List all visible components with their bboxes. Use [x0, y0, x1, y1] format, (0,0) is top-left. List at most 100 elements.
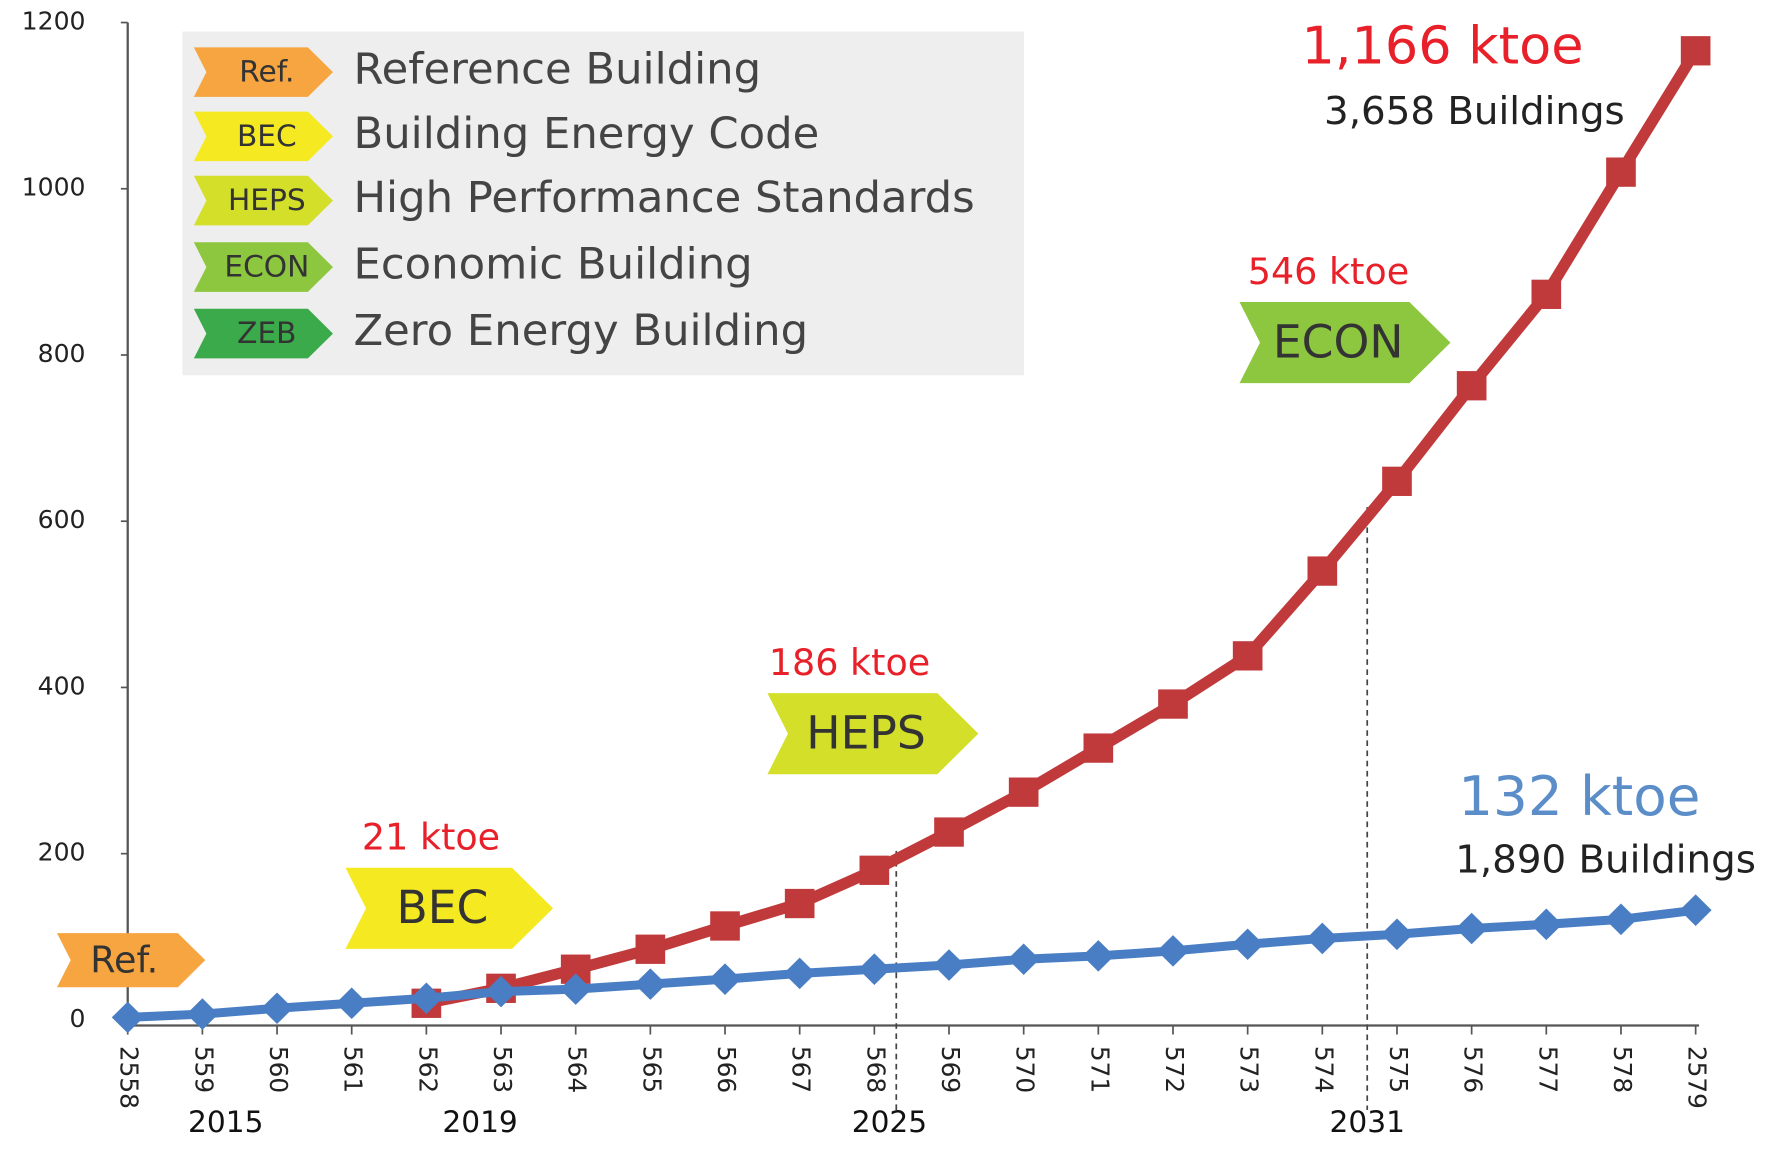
- marker: [1456, 371, 1487, 401]
- x-tick-label: 566: [712, 1046, 741, 1093]
- legend-badge-text: ECON: [224, 250, 309, 284]
- x-tick-label: 574: [1309, 1046, 1338, 1093]
- x-tick-label: 562: [413, 1046, 442, 1093]
- legend-badge: [193, 175, 333, 226]
- marker: [783, 957, 816, 990]
- marker: [1008, 777, 1039, 807]
- x-tick-label: 2558: [115, 1046, 144, 1109]
- x-tick-label: 560: [264, 1046, 293, 1093]
- marker: [784, 888, 815, 919]
- phase-badge-text: HEPS: [806, 707, 926, 760]
- marker: [410, 982, 443, 1015]
- marker: [1455, 912, 1488, 945]
- y-tick-label: 1000: [22, 173, 86, 202]
- marker: [934, 817, 964, 847]
- marker: [1606, 157, 1636, 187]
- annotation: 132 ktoe: [1458, 764, 1700, 828]
- x-tick-label: 567: [787, 1046, 816, 1093]
- marker: [859, 855, 890, 885]
- marker: [710, 911, 740, 941]
- marker: [1530, 908, 1563, 941]
- marker: [261, 992, 294, 1025]
- marker: [1531, 279, 1562, 309]
- marker: [186, 998, 219, 1030]
- legend-badge-text: BEC: [237, 119, 297, 153]
- annotation: 546 ktoe: [1248, 250, 1409, 293]
- phase-badge-text: Ref.: [90, 939, 158, 982]
- y-tick-label: 200: [38, 838, 86, 867]
- x-tick-label: 561: [339, 1046, 368, 1093]
- marker: [933, 949, 965, 981]
- y-tick-label: 800: [38, 339, 86, 368]
- marker: [1083, 733, 1114, 763]
- y-tick-label: 1200: [22, 7, 86, 36]
- series-line: [127, 905, 1697, 1022]
- x-tick-label: 573: [1235, 1046, 1264, 1093]
- annotation: 186 ktoe: [769, 641, 930, 684]
- legend-label: High Performance Standards: [353, 173, 974, 223]
- marker: [1082, 940, 1115, 972]
- x-tick-label: 563: [488, 1046, 517, 1093]
- year-label: 2025: [852, 1105, 927, 1139]
- marker: [1381, 918, 1413, 951]
- x-tick-label: 575: [1384, 1046, 1413, 1093]
- legend-label: Economic Building: [353, 240, 752, 290]
- marker: [1679, 894, 1712, 926]
- marker: [858, 953, 891, 985]
- x-tick-label: 572: [1160, 1046, 1189, 1093]
- x-tick-label: 569: [936, 1046, 965, 1093]
- marker: [1605, 903, 1637, 936]
- year-label: 2031: [1330, 1105, 1405, 1139]
- legend-badge: [193, 242, 333, 292]
- legend-label: Zero Energy Building: [353, 306, 808, 356]
- marker: [709, 963, 741, 995]
- marker: [1382, 466, 1412, 496]
- marker: [1680, 36, 1711, 66]
- marker: [1231, 928, 1264, 961]
- x-tick-label: 2579: [1683, 1046, 1712, 1109]
- x-tick-label: 564: [563, 1046, 592, 1093]
- phase-badge: [57, 933, 206, 988]
- marker: [485, 975, 517, 1008]
- marker: [1307, 556, 1338, 586]
- year-label: 2019: [442, 1105, 517, 1139]
- legend-badge: [193, 308, 333, 359]
- marker: [1232, 641, 1263, 671]
- marker: [1157, 935, 1189, 967]
- phase-badge: [345, 867, 554, 949]
- y-tick-label: 400: [38, 672, 86, 701]
- phase-badge: [1239, 302, 1451, 384]
- marker: [1007, 943, 1040, 975]
- marker: [1158, 689, 1188, 719]
- marker: [111, 1001, 144, 1034]
- x-tick-label: 578: [1608, 1046, 1637, 1093]
- legend-badge: [193, 47, 333, 97]
- annotation: 1,890 Buildings: [1455, 838, 1756, 883]
- x-tick-label: 570: [1011, 1046, 1040, 1093]
- annotation: 3,658 Buildings: [1324, 89, 1625, 134]
- y-tick-label: 600: [38, 505, 86, 534]
- legend-badge-text: ZEB: [237, 316, 296, 350]
- year-label: 2015: [188, 1105, 263, 1139]
- x-tick-label: 576: [1459, 1046, 1488, 1093]
- legend-badge: [193, 111, 333, 162]
- x-tick-label: 577: [1533, 1046, 1562, 1093]
- marker: [335, 987, 368, 1020]
- phase-badge: [767, 693, 979, 775]
- x-tick-label: 559: [189, 1046, 218, 1093]
- x-tick-label: 571: [1085, 1046, 1114, 1093]
- phase-badge-text: ECON: [1273, 316, 1404, 369]
- legend-label: Building Energy Code: [353, 109, 819, 159]
- marker: [634, 968, 667, 1000]
- y-tick-label: 0: [70, 1004, 86, 1033]
- annotation: 1,166 ktoe: [1301, 17, 1583, 77]
- x-tick-label: 565: [637, 1046, 666, 1093]
- marker: [635, 934, 666, 964]
- legend-label: Reference Building: [353, 45, 761, 95]
- annotation: 21 ktoe: [362, 816, 500, 859]
- x-tick-label: 568: [861, 1046, 890, 1093]
- legend-badge-text: HEPS: [228, 183, 306, 217]
- phase-badge-text: BEC: [396, 881, 488, 934]
